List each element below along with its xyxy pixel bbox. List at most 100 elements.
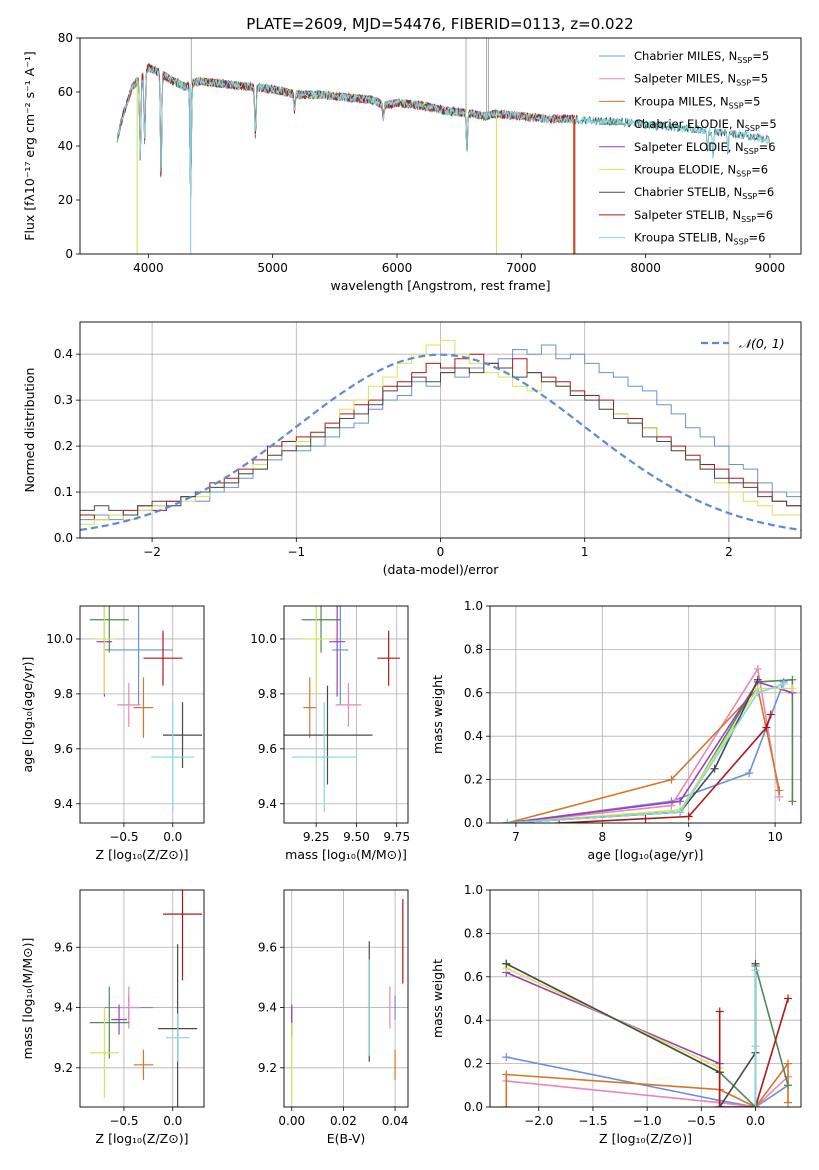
series-line: [718, 998, 789, 1107]
mass_vs_ebv-x-axis-label: E(B-V): [327, 1131, 366, 1146]
mass_weight_vs_age-series-chabrier-stelib: [503, 675, 762, 823]
series-line: [507, 683, 784, 823]
series-marker: [788, 797, 797, 806]
residual_histogram-x-tick-label: 2: [725, 545, 733, 559]
series-marker: [641, 814, 650, 823]
mass_weight_vs_age-series-kroupa-stelib: [503, 680, 788, 823]
spectrum-lines: [116, 38, 771, 254]
residual_histogram-x-tick-label: 0: [437, 545, 445, 559]
series-marker: [502, 1070, 511, 1079]
mass_weight_vs_age-y-tick-label: 0.6: [464, 686, 483, 700]
mass_weight_vs_Z-x-tick-label: −2.0: [524, 1114, 553, 1128]
age_vs_mass-x-axis-label: mass [log₁₀(M/M⊙)]: [285, 847, 407, 862]
mass_vs_Z-points: [89, 890, 203, 1107]
age_vs_mass-point-salpeter-elodie: [329, 606, 346, 697]
legend-label-subscript: SSP: [736, 170, 751, 179]
age_vs_mass-point-chabrier-stelib: [284, 685, 373, 785]
age_vs_Z-point-chabrier-stelib: [162, 702, 203, 769]
histogram-steps: [80, 339, 801, 531]
mass_weight_vs_Z-y-tick-label: 0.8: [464, 926, 483, 940]
series-line: [507, 687, 781, 823]
legend-label-tail: =5: [752, 49, 769, 63]
mass_weight_vs_Z-lines: [502, 959, 792, 1107]
residual_histogram-y-tick-label: 0.1: [54, 485, 73, 499]
mass_weight_vs_Z-series-kroupa-elodie: [502, 964, 724, 1107]
spectrum-series-kroupa-stelib: [116, 65, 771, 196]
series-marker: [715, 1007, 724, 1016]
mass_vs_Z-y-tick-label: 9.2: [54, 1061, 73, 1075]
mass_weight_vs_Z-x-tick-label: 0.0: [746, 1114, 765, 1128]
legend-label-tail: =5: [744, 94, 761, 108]
series-marker: [753, 675, 762, 684]
spectrum-legend-entry: Chabrier STELIB, NSSP=6: [634, 185, 774, 201]
age_vs_mass-y-tick-label: 9.6: [258, 742, 277, 756]
series-line: [507, 668, 781, 823]
series-line: [507, 681, 785, 823]
legend-label-tail: =6: [757, 185, 774, 199]
age_vs_mass-y-tick-label: 10.0: [250, 632, 277, 646]
series-marker: [676, 808, 685, 817]
mass_vs_Z-axes: −0.5 0.0 9.2 9.4 9.6 Z [log₁₀(Z/Z⊙)] mass [log…: [20, 889, 205, 1146]
mass_vs_Z-x-axis-label: Z [log₁₀(Z/Z⊙)]: [96, 1131, 189, 1146]
mass_weight_vs_age-y-axis-label: mass weight: [430, 675, 445, 754]
spectrum-series-salpeter-stelib: [116, 63, 576, 200]
series-line: [506, 1076, 789, 1107]
spectrum-x-tick-label: 5000: [257, 261, 288, 275]
age_vs_mass-points: [284, 606, 400, 813]
series-marker: [753, 688, 762, 697]
series-line: [505, 1062, 789, 1107]
residual_histogram-frame: [79, 321, 802, 539]
spectrum-legend-entry: Salpeter ELODIE, NSSP=6: [634, 140, 776, 156]
mass_weight_vs_age-x-axis-label: age [log₁₀(age/yr)]: [588, 847, 704, 862]
mass_weight_vs_age-x-tick-label: 9: [685, 830, 693, 844]
spectrum-x-tick-label: 8000: [630, 261, 661, 275]
legend-label-main: Kroupa ELODIE, N: [634, 163, 736, 177]
age_vs_Z-x-tick-label: −0.5: [109, 830, 138, 844]
legend-label-main: Salpeter STELIB, N: [634, 208, 741, 222]
spectrum-legend-entry: Kroupa STELIB, NSSP=6: [634, 231, 765, 247]
series-marker: [783, 994, 792, 1003]
histogram-legend-label: 𝒩(0, 1): [739, 336, 785, 351]
legend-label-subscript: SSP: [734, 238, 749, 247]
age_vs_mass-point-chabrier-elodie: [301, 606, 341, 653]
residual_histogram-y-tick-label: 0.2: [54, 439, 73, 453]
mass_weight_vs_age-series-salpeter-miles: [503, 664, 784, 823]
spectrum-series-kroupa-elodie: [116, 63, 497, 199]
mass_vs_ebv-axes: 0.00 0.02 0.04 9.2 9.4 9.6 E(B-V): [258, 889, 409, 1146]
spectrum-legend-entry: Kroupa ELODIE, NSSP=6: [634, 163, 768, 179]
series-line: [507, 687, 793, 823]
age_vs_mass-point-chabrier-miles: [332, 606, 349, 705]
mass_weight_vs_Z-y-tick-label: 0.0: [464, 1100, 483, 1114]
age_vs_Z-x-tick-label: 0.0: [163, 830, 182, 844]
mass_vs_ebv-y-tick-label: 9.4: [258, 1001, 277, 1015]
series-line: [506, 1056, 789, 1107]
legend-label-tail: =6: [756, 208, 773, 222]
figure-title: PLATE=2609, MJD=54476, FIBERID=0113, z=0…: [246, 15, 633, 33]
mass_vs_ebv-x-tick-label: 0.00: [278, 1114, 305, 1128]
spectrum-x-tick-label: 4000: [133, 261, 164, 275]
mass_vs_Z-y-tick-label: 9.4: [54, 1001, 73, 1015]
mass_vs_Z-point-salpeter-stelib: [162, 890, 203, 981]
age_vs_mass-x-tick-label: 9.75: [383, 830, 410, 844]
series-marker: [779, 680, 788, 689]
series-marker: [676, 797, 685, 806]
series-marker: [710, 764, 719, 773]
mass_vs_Z-point-salpeter-elodie: [111, 1004, 127, 1035]
legend-label-tail: =5: [760, 117, 777, 131]
residual_histogram-y-axis-label: Normed distribution: [22, 368, 37, 493]
age_vs_Z-axes: −0.5 0.0 9.4 9.6 9.8 10.0 Z [log₁₀(Z/Z⊙)] age […: [20, 605, 205, 862]
age_vs_Z-point-salpeter-miles: [117, 682, 141, 727]
spectrum-y-tick-label: 60: [58, 85, 73, 99]
spectrum-x-tick-label: 6000: [382, 261, 413, 275]
mass_weight_vs_age-x-tick-label: 8: [598, 830, 606, 844]
residual_histogram-x-tick-label: −1: [287, 545, 305, 559]
legend-label-main: Salpeter MILES, N: [634, 72, 736, 86]
age_vs_mass-point-kroupa-elodie: [300, 606, 333, 694]
age_vs_Z-point-chabrier-elodie: [89, 606, 129, 653]
mass_vs_ebv-y-tick-label: 9.2: [258, 1061, 277, 1075]
age_vs_mass-axes: 9.25 9.50 9.75 9.4 9.6 9.8 10.0 mass [log₁₀(M/M…: [250, 605, 410, 862]
spectrum-x-tick-label: 9000: [755, 261, 786, 275]
age_vs_mass-point-kroupa-stelib: [292, 702, 357, 813]
series-marker: [684, 812, 693, 821]
